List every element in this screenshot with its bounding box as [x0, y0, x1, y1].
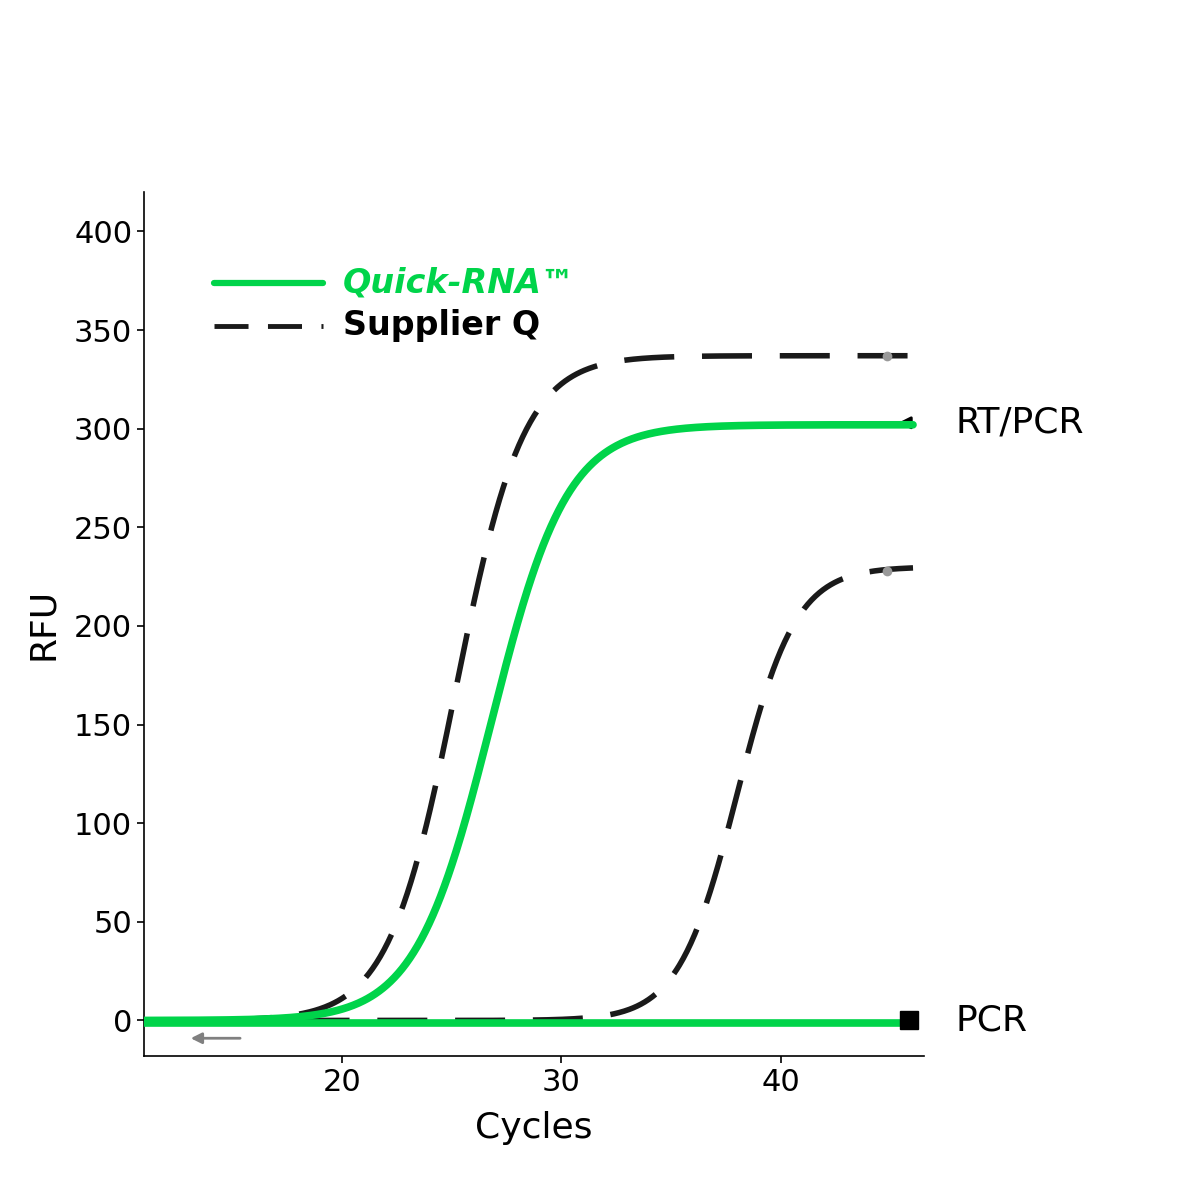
Text: Quick-RNA™: Quick-RNA™	[343, 266, 575, 299]
Text: Supplier Q: Supplier Q	[343, 310, 540, 342]
X-axis label: Cycles: Cycles	[475, 1111, 593, 1145]
Text: PCR: PCR	[955, 1003, 1027, 1038]
Text: RT/PCR: RT/PCR	[955, 406, 1084, 439]
Y-axis label: RFU: RFU	[26, 588, 60, 660]
